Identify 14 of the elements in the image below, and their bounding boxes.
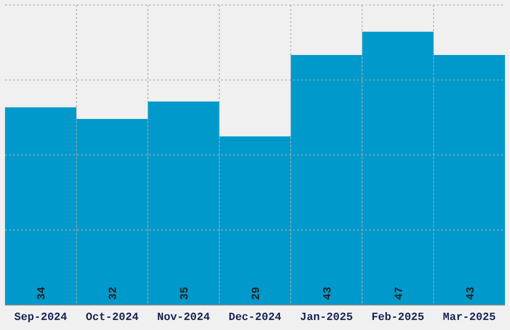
data-label: 32	[108, 286, 120, 300]
data-label: 47	[394, 286, 406, 300]
data-label: 29	[251, 286, 263, 300]
data-label: 43	[322, 286, 334, 300]
x-tick-label: Mar-2025	[442, 312, 496, 324]
data-label: 43	[465, 286, 478, 300]
x-tick-label: Nov-2024	[157, 312, 210, 324]
x-tick-label: Feb-2025	[371, 312, 425, 324]
x-tick-label: Jan-2025	[300, 312, 354, 324]
data-label: 34	[36, 286, 49, 300]
x-tick-label: Dec-2024	[228, 312, 282, 324]
data-label: 35	[180, 286, 192, 300]
x-tick-label: Oct-2024	[86, 312, 139, 324]
x-tick-label: Sep-2024	[14, 312, 68, 324]
